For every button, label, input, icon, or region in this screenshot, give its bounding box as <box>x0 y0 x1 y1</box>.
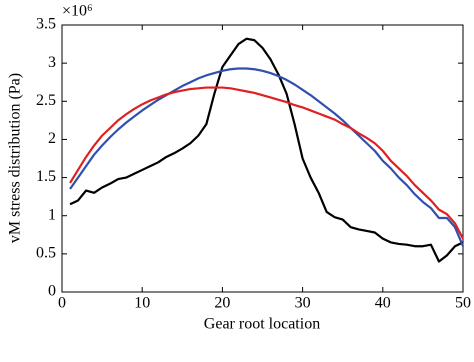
y-tick-label: 0.5 <box>36 245 56 262</box>
plot-frame <box>61 24 464 293</box>
y-tick-label: 1 <box>48 206 56 223</box>
y-axis-label: vM stress distribution (Pa) <box>7 73 24 243</box>
x-tick-label: 40 <box>375 295 391 312</box>
y-tick-label: 2 <box>48 130 56 147</box>
y-tick-label: 1.5 <box>36 168 56 185</box>
data-line <box>69 37 464 263</box>
x-tick-label: 20 <box>214 295 230 312</box>
y-tick-label: 2.5 <box>36 92 56 109</box>
x-tick-label: 0 <box>58 295 66 312</box>
x-tick-label: 50 <box>455 295 471 312</box>
y-tick-label: 0 <box>48 283 56 300</box>
x-axis-label: Gear root location <box>204 316 320 333</box>
y-tick-label: 3.5 <box>36 16 56 33</box>
x-tick-label: 10 <box>134 295 150 312</box>
data-line <box>69 67 465 247</box>
data-line <box>69 86 464 240</box>
x-tick-label: 30 <box>295 295 311 312</box>
y-multiplier: ×10⁶ <box>62 3 93 20</box>
y-tick-label: 3 <box>48 54 56 71</box>
